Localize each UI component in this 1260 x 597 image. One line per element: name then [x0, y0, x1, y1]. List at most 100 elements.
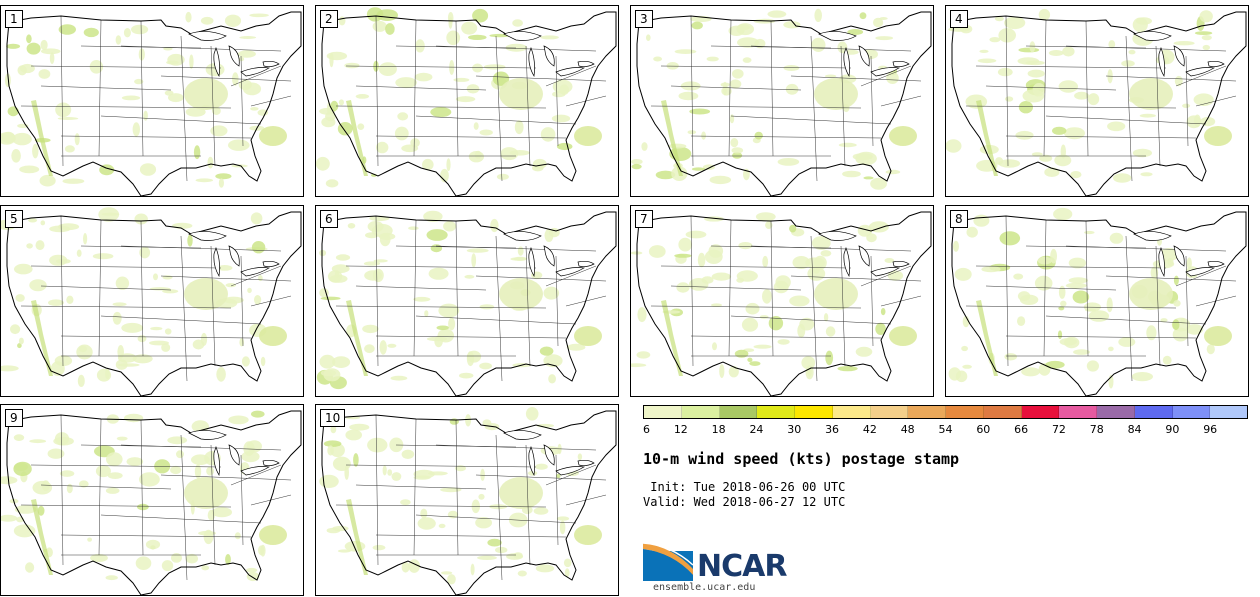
wind-contour	[552, 79, 573, 94]
wind-contour	[176, 450, 184, 459]
state-boundary	[730, 115, 892, 125]
wind-contour	[1017, 316, 1026, 326]
wind-contour	[327, 445, 334, 456]
wind-contour	[225, 554, 231, 565]
state-boundary	[60, 215, 64, 367]
colorbar-tick-label: 54	[938, 423, 953, 436]
wind-contour	[372, 544, 386, 551]
state-boundary	[455, 419, 459, 556]
state-boundary	[525, 45, 531, 167]
wind-contour	[241, 451, 260, 463]
state-boundary	[1005, 215, 1009, 367]
wind-contour	[668, 143, 687, 149]
member-label: 10	[320, 409, 346, 427]
wind-contour	[239, 338, 244, 347]
wind-contour	[18, 337, 24, 345]
wind-contour	[825, 326, 836, 337]
wind-contour	[495, 546, 508, 554]
wind-contour	[948, 367, 961, 381]
wind-contour	[239, 36, 257, 39]
wind-contour	[1062, 46, 1075, 57]
wind-contour	[48, 299, 64, 306]
wind-contour	[1034, 275, 1053, 291]
wind-contour	[745, 302, 760, 315]
wind-contour	[139, 472, 160, 487]
wind-contour	[1087, 93, 1100, 106]
wind-contour	[563, 558, 572, 568]
state-boundary	[230, 265, 282, 287]
wind-contour	[53, 436, 74, 446]
wind-contour	[319, 474, 339, 488]
wind-contour	[759, 315, 769, 319]
state-boundary	[1005, 15, 1009, 167]
wind-contour	[1038, 8, 1051, 21]
wind-contour	[131, 24, 149, 35]
wind-contour	[345, 429, 362, 441]
wind-contour	[105, 487, 120, 494]
great-lake	[528, 46, 535, 78]
wind-contour	[1194, 31, 1213, 35]
wind-contour	[866, 233, 877, 243]
wind-contour	[886, 72, 899, 84]
state-boundary	[20, 105, 232, 109]
wind-contour	[1, 476, 18, 485]
wind-contour	[532, 158, 547, 169]
wind-contour	[95, 465, 111, 478]
colorbar-tick-label: 18	[711, 423, 726, 436]
wind-contour	[661, 300, 683, 376]
wind-contour	[701, 276, 714, 284]
state-boundary	[40, 484, 172, 490]
wind-contour	[648, 245, 666, 258]
state-boundary	[100, 514, 262, 524]
wind-contour	[260, 356, 266, 367]
state-boundary	[455, 20, 459, 157]
colorbar-segment	[719, 406, 758, 418]
state-boundary	[1045, 315, 1207, 325]
wind-contour	[74, 133, 80, 146]
wind-contour	[338, 99, 344, 106]
wind-contour	[480, 468, 485, 481]
wind-contour	[805, 365, 814, 380]
wind-contour	[228, 139, 250, 151]
wind-contour	[691, 21, 703, 30]
state-boundary	[750, 45, 912, 52]
wind-contour	[998, 28, 1016, 43]
wind-contour	[413, 296, 431, 302]
colorbar-segment	[1172, 406, 1211, 418]
wind-contour	[387, 469, 393, 476]
wind-contour	[719, 364, 725, 379]
wind-contour	[1072, 290, 1090, 304]
state-boundary	[435, 245, 597, 252]
state-boundary	[180, 35, 188, 182]
state-boundary	[870, 55, 874, 147]
map-canvas	[1, 207, 302, 396]
wind-contour	[139, 246, 151, 259]
member-label: 7	[635, 210, 653, 228]
state-boundary	[1155, 45, 1161, 167]
wind-contour	[112, 311, 122, 325]
state-boundary	[840, 245, 846, 367]
wind-contour	[329, 52, 334, 68]
state-boundary	[1005, 335, 1197, 339]
wind-contour	[709, 175, 732, 185]
member-label: 6	[320, 210, 338, 228]
wind-contour	[1108, 346, 1114, 352]
wind-contour	[367, 221, 384, 232]
great-lake	[188, 31, 227, 41]
wind-contour	[11, 149, 21, 163]
wind-contour	[330, 425, 337, 434]
wind-contour	[440, 571, 453, 575]
wind-contour	[838, 142, 857, 148]
colorbar-tick-label: 66	[1014, 423, 1029, 436]
state-boundary	[495, 35, 503, 182]
wind-contour	[1107, 121, 1126, 132]
wind-contour	[477, 555, 497, 560]
wind-contour	[1162, 355, 1172, 365]
wind-contour	[977, 58, 997, 64]
great-lake	[892, 260, 910, 268]
state-boundary	[975, 265, 1167, 269]
wind-contour	[1059, 338, 1077, 346]
wind-contour	[857, 224, 873, 237]
state-boundary	[1085, 220, 1089, 357]
wind-contour	[373, 259, 388, 263]
